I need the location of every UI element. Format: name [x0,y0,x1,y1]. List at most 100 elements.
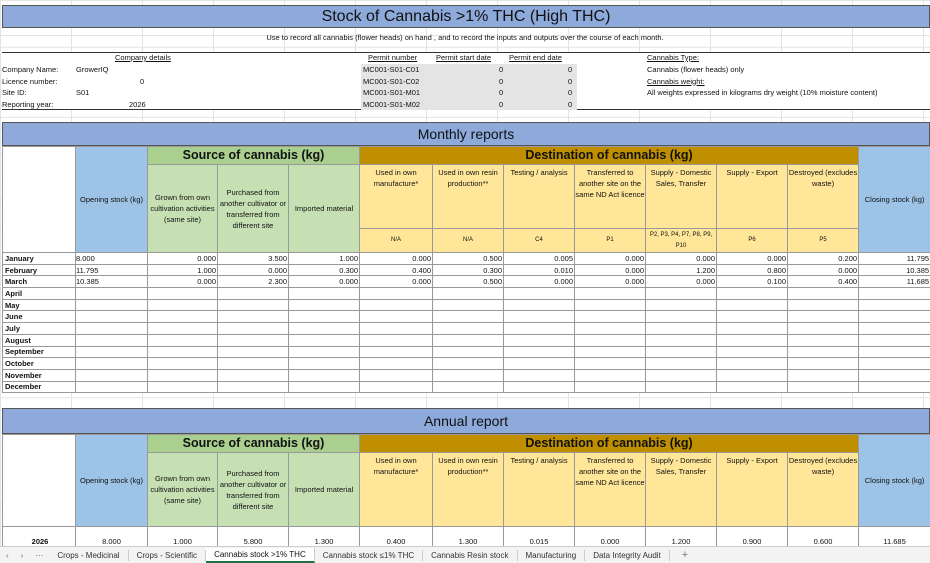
data-cell[interactable]: 0.400 [787,275,860,289]
data-cell[interactable] [217,368,289,382]
data-cell[interactable] [503,357,576,370]
data-cell[interactable] [574,345,647,359]
data-cell[interactable] [645,333,718,347]
data-cell[interactable]: 0.000 [787,263,860,277]
sheet-tab[interactable]: Manufacturing [518,549,586,561]
data-cell[interactable]: 0.000 [217,263,289,277]
data-cell[interactable] [217,380,289,394]
permit-start-date[interactable]: 0 [499,99,504,109]
data-cell[interactable] [287,298,361,312]
data-cell[interactable]: 0.000 [574,263,647,277]
data-cell[interactable] [432,345,505,359]
data-cell[interactable] [147,298,218,312]
data-cell[interactable] [359,345,434,359]
data-cell[interactable]: 0.400 [359,263,434,277]
data-cell[interactable] [287,357,361,370]
data-cell[interactable] [287,310,361,324]
data-cell[interactable] [147,287,218,300]
permit-end-date[interactable]: 0 [568,76,573,86]
data-cell[interactable] [787,357,860,370]
data-cell[interactable] [574,287,647,300]
data-cell[interactable]: 0.000 [287,275,361,289]
data-cell[interactable] [645,357,718,370]
data-cell[interactable] [574,298,647,312]
data-cell[interactable] [503,380,576,394]
data-cell[interactable] [503,287,576,300]
data-cell[interactable]: 0.000 [574,252,647,265]
data-cell[interactable]: 11.795 [75,263,148,277]
data-cell[interactable] [503,368,576,382]
data-cell[interactable] [503,322,576,335]
data-cell[interactable] [645,345,718,359]
data-cell[interactable] [217,287,289,300]
data-cell[interactable] [432,287,505,300]
data-cell[interactable]: 11.685 [858,275,930,289]
data-cell[interactable] [75,345,148,359]
data-cell[interactable] [359,333,434,347]
data-cell[interactable] [287,322,361,335]
data-cell[interactable] [147,380,218,394]
permit-start-date[interactable]: 0 [499,88,504,97]
data-cell[interactable] [787,322,860,335]
data-cell[interactable]: 0.000 [574,275,647,289]
permit-start-date[interactable]: 0 [499,76,504,86]
data-cell[interactable] [147,310,218,324]
scroll-right-icon[interactable]: › [20,550,24,560]
data-cell[interactable]: 0.000 [645,275,718,289]
data-cell[interactable] [858,345,930,359]
data-cell[interactable] [716,368,789,382]
data-cell[interactable]: 1.000 [147,263,218,277]
data-cell[interactable]: 8.000 [75,252,148,265]
annual-cell[interactable]: 11.685 [858,526,930,547]
data-cell[interactable] [217,298,289,312]
data-cell[interactable] [75,287,148,300]
data-cell[interactable]: 10.385 [75,275,148,289]
annual-cell[interactable]: 1.200 [645,526,718,547]
data-cell[interactable] [858,298,930,312]
data-cell[interactable] [787,310,860,324]
data-cell[interactable] [716,345,789,359]
data-cell[interactable] [75,357,148,370]
data-cell[interactable] [432,357,505,370]
data-cell[interactable] [574,368,647,382]
permit-number[interactable]: MC001-S01-M02 [363,99,421,109]
data-cell[interactable]: 0.000 [147,275,218,289]
data-cell[interactable] [645,310,718,324]
data-cell[interactable]: 0.300 [432,263,505,277]
data-cell[interactable] [858,322,930,335]
data-cell[interactable] [147,333,218,347]
data-cell[interactable] [716,380,789,394]
data-cell[interactable] [574,357,647,370]
data-cell[interactable] [432,310,505,324]
data-cell[interactable] [217,345,289,359]
data-cell[interactable] [359,322,434,335]
data-cell[interactable]: 10.385 [858,263,930,277]
data-cell[interactable] [503,345,576,359]
data-cell[interactable]: 0.500 [432,275,505,289]
data-cell[interactable] [359,380,434,394]
data-cell[interactable] [645,322,718,335]
permit-number[interactable]: MC001-S01-C01 [363,65,420,74]
data-cell[interactable] [359,310,434,324]
add-sheet-icon[interactable]: + [681,549,689,561]
data-cell[interactable] [147,345,218,359]
data-cell[interactable] [359,357,434,370]
data-cell[interactable] [716,333,789,347]
data-cell[interactable] [359,368,434,382]
data-cell[interactable]: 0.000 [359,275,434,289]
data-cell[interactable] [287,345,361,359]
annual-cell[interactable]: 0.000 [574,526,647,547]
permit-number[interactable]: MC001-S01-M01 [363,88,421,97]
sheet-tab[interactable]: Cannabis Resin stock [423,549,518,561]
data-cell[interactable] [716,310,789,324]
data-cell[interactable] [75,380,148,394]
data-cell[interactable] [503,333,576,347]
data-cell[interactable] [645,298,718,312]
data-cell[interactable] [359,298,434,312]
data-cell[interactable] [645,368,718,382]
data-cell[interactable]: 2.300 [217,275,289,289]
data-cell[interactable] [75,298,148,312]
data-cell[interactable]: 3.500 [217,252,289,265]
annual-cell[interactable]: 0.015 [503,526,576,547]
more-sheets-icon[interactable]: ⋯ [35,550,44,560]
